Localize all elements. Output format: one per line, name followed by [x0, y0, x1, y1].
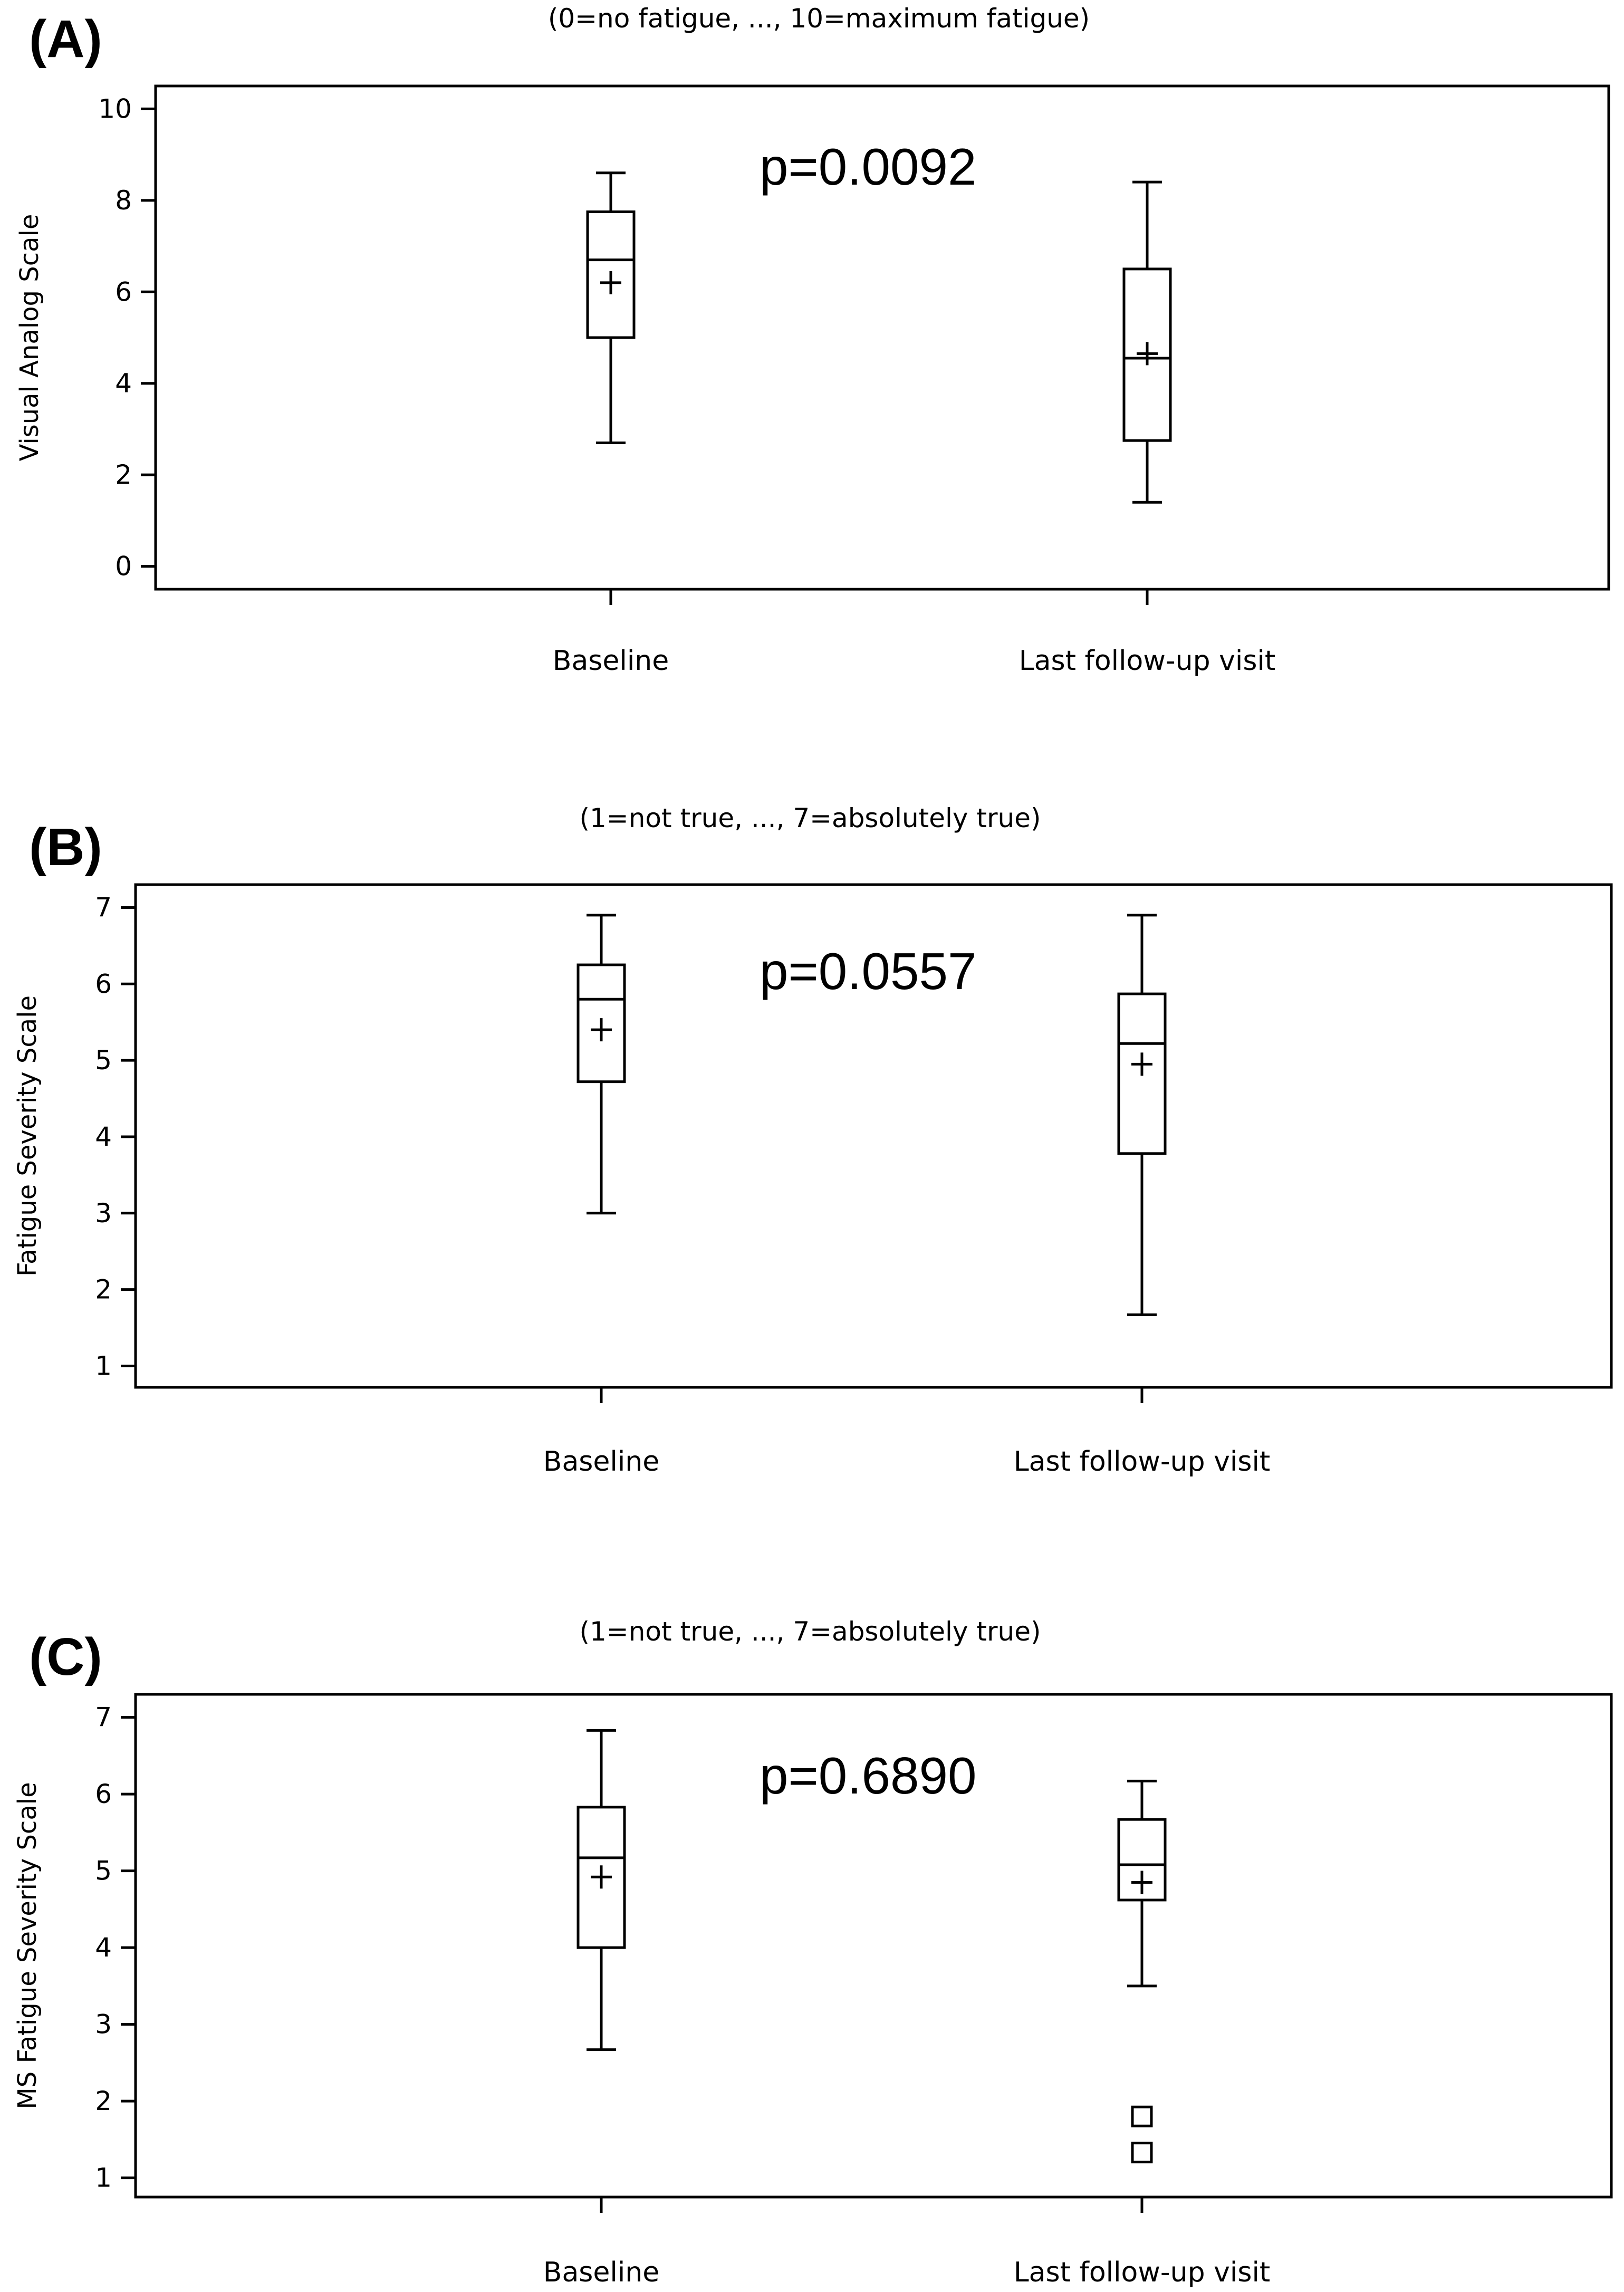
mean-marker	[591, 1865, 612, 1889]
p-value-annotation: p=0.0557	[760, 942, 976, 1000]
y-tick-label: 6	[95, 968, 112, 999]
y-tick-label: 5	[95, 1045, 112, 1076]
mean-marker	[591, 1018, 612, 1042]
x-tick-label: Last follow-up visit	[1019, 645, 1276, 677]
x-tick-label: Last follow-up visit	[1014, 1446, 1271, 1478]
outlier-marker	[1131, 2105, 1153, 2127]
iqr-box	[1117, 1818, 1167, 1902]
x-tick-label: Baseline	[543, 2257, 659, 2288]
y-tick-label: 1	[95, 1350, 112, 1381]
iqr-box	[1117, 992, 1167, 1155]
y-tick-label: 8	[115, 185, 132, 216]
box-baseline	[586, 171, 636, 444]
p-value-annotation: p=0.0092	[760, 138, 976, 196]
panel-c: (C) (1=not true, ..., 7=absolutely true) 1…	[13, 1616, 1613, 2288]
y-axis-label: MS Fatigue Severity Scale	[13, 1782, 42, 2109]
y-tick-label: 2	[115, 459, 132, 490]
chart-subtitle: (1=not true, ..., 7=absolutely true)	[579, 803, 1041, 833]
y-tick-label: 2	[95, 2086, 112, 2116]
box-last-follow-up	[1117, 914, 1167, 1316]
chart-subtitle: (1=not true, ..., 7=absolutely true)	[579, 1616, 1041, 1647]
plot-frame	[154, 84, 1610, 591]
mean-marker	[600, 271, 621, 294]
panel-label: (C)	[29, 1627, 102, 1686]
panel-label: (B)	[29, 818, 102, 877]
mean-marker	[1131, 1871, 1152, 1894]
outlier-marker	[1131, 2142, 1153, 2164]
box-baseline	[576, 914, 626, 1215]
mean-marker	[1131, 1052, 1152, 1076]
plot-frame	[134, 1693, 1613, 2199]
panel-label: (A)	[29, 9, 102, 69]
box-last-follow-up	[1117, 1779, 1167, 2164]
y-axis-label: Fatigue Severity Scale	[13, 995, 42, 1277]
panel-b: (B) (1=not true, ..., 7=absolutely true) 1…	[13, 803, 1613, 1478]
x-tick-label: Baseline	[553, 645, 669, 677]
x-tick-label: Last follow-up visit	[1014, 2257, 1271, 2288]
y-tick-label: 1	[95, 2163, 112, 2193]
y-tick-label: 7	[95, 1702, 112, 1733]
y-axis-label: Visual Analog Scale	[15, 214, 44, 462]
y-tick-label: 4	[95, 1932, 112, 1963]
chart-subtitle: (0=no fatigue, ..., 10=maximum fatigue)	[548, 3, 1090, 34]
y-tick-label: 5	[95, 1856, 112, 1886]
iqr-box	[576, 1806, 626, 1949]
y-tick-label: 4	[115, 368, 132, 399]
y-tick-label: 6	[115, 276, 132, 307]
p-value-annotation: p=0.6890	[760, 1747, 976, 1805]
y-tick-label: 6	[95, 1779, 112, 1809]
box-last-follow-up	[1122, 180, 1172, 504]
y-tick-label: 3	[95, 2009, 112, 2040]
panel-a: (A) (0=no fatigue, ..., 10=maximum fatigu…	[15, 3, 1610, 677]
box-baseline	[576, 1729, 626, 2051]
y-tick-label: 7	[95, 892, 112, 923]
y-tick-label: 4	[95, 1121, 112, 1152]
iqr-box	[586, 210, 636, 339]
y-tick-label: 0	[115, 551, 132, 582]
y-tick-label: 3	[95, 1198, 112, 1229]
y-tick-label: 10	[98, 93, 132, 124]
iqr-box	[576, 963, 626, 1083]
x-tick-label: Baseline	[543, 1446, 659, 1478]
mean-marker	[1137, 342, 1158, 366]
y-tick-label: 2	[95, 1274, 112, 1305]
iqr-box	[1122, 267, 1172, 442]
